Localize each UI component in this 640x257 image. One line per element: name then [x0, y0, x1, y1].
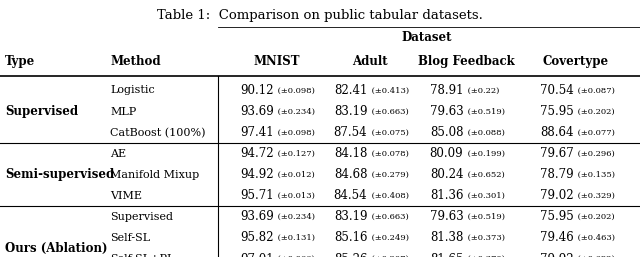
Text: (±0.127): (±0.127)	[275, 150, 315, 158]
Text: 79.63: 79.63	[429, 210, 463, 223]
Text: Ours (Ablation): Ours (Ablation)	[5, 242, 108, 255]
Text: (±0.234): (±0.234)	[275, 107, 315, 116]
Text: (±0.202): (±0.202)	[575, 107, 614, 116]
Text: 85.26: 85.26	[334, 253, 367, 257]
Text: (±0.652): (±0.652)	[465, 171, 504, 179]
Text: Dataset: Dataset	[401, 31, 451, 44]
Text: Semi-supervised: Semi-supervised	[5, 168, 115, 181]
Text: Self-SL: Self-SL	[110, 233, 150, 243]
Text: CatBoost (100%): CatBoost (100%)	[110, 127, 205, 138]
Text: (±0.373): (±0.373)	[465, 234, 504, 242]
Text: Method: Method	[110, 55, 161, 68]
Text: (±0.682): (±0.682)	[575, 255, 614, 257]
Text: Manifold Mixup: Manifold Mixup	[110, 170, 199, 180]
Text: (±0.087): (±0.087)	[575, 86, 614, 95]
Text: 81.38: 81.38	[430, 232, 463, 244]
Text: 83.19: 83.19	[334, 105, 367, 118]
Text: 88.64: 88.64	[540, 126, 573, 139]
Text: (±0.131): (±0.131)	[275, 234, 315, 242]
Text: 97.01: 97.01	[240, 253, 274, 257]
Text: 70.54: 70.54	[540, 84, 573, 97]
Text: Covertype: Covertype	[543, 55, 609, 68]
Text: 93.69: 93.69	[240, 105, 274, 118]
Text: (±0.013): (±0.013)	[275, 192, 315, 200]
Text: (±0.012): (±0.012)	[275, 171, 315, 179]
Text: (±0.088): (±0.088)	[465, 128, 504, 137]
Text: (±0.234): (±0.234)	[275, 213, 315, 221]
Text: (±0.370): (±0.370)	[465, 255, 504, 257]
Text: Supervised: Supervised	[5, 105, 78, 118]
Text: 79.63: 79.63	[429, 105, 463, 118]
Text: 93.69: 93.69	[240, 210, 274, 223]
Text: (±0.329): (±0.329)	[575, 192, 614, 200]
Text: 82.41: 82.41	[334, 84, 367, 97]
Text: Adult: Adult	[352, 55, 388, 68]
Text: 84.18: 84.18	[334, 147, 367, 160]
Text: 84.54: 84.54	[333, 189, 367, 202]
Text: (±0.066): (±0.066)	[275, 255, 315, 257]
Text: 79.46: 79.46	[540, 232, 573, 244]
Text: 83.19: 83.19	[334, 210, 367, 223]
Text: MNIST: MNIST	[253, 55, 300, 68]
Text: Supervised: Supervised	[110, 212, 173, 222]
Text: (±0.199): (±0.199)	[465, 150, 504, 158]
Text: 79.67: 79.67	[540, 147, 573, 160]
Text: (±0.296): (±0.296)	[575, 150, 614, 158]
Text: AE: AE	[110, 149, 126, 159]
Text: (±0.519): (±0.519)	[465, 107, 504, 116]
Text: VIME: VIME	[110, 191, 142, 201]
Text: 75.95: 75.95	[540, 210, 573, 223]
Text: (±0.249): (±0.249)	[369, 234, 409, 242]
Text: Logistic: Logistic	[110, 86, 155, 95]
Text: 81.36: 81.36	[430, 189, 463, 202]
Text: Type: Type	[5, 55, 35, 68]
Text: 80.24: 80.24	[430, 168, 463, 181]
Text: (±0.207): (±0.207)	[369, 255, 408, 257]
Text: 95.71: 95.71	[240, 189, 274, 202]
Text: (±0.279): (±0.279)	[369, 171, 408, 179]
Text: (±0.098): (±0.098)	[275, 86, 315, 95]
Text: 95.82: 95.82	[241, 232, 274, 244]
Text: 80.09: 80.09	[429, 147, 463, 160]
Text: 94.72: 94.72	[240, 147, 274, 160]
Text: 84.68: 84.68	[334, 168, 367, 181]
Text: (±0.098): (±0.098)	[275, 128, 315, 137]
Text: 75.95: 75.95	[540, 105, 573, 118]
Text: (±0.135): (±0.135)	[575, 171, 615, 179]
Text: Blog Feedback: Blog Feedback	[417, 55, 515, 68]
Text: (±0.519): (±0.519)	[465, 213, 504, 221]
Text: (±0.077): (±0.077)	[575, 128, 614, 137]
Text: (±0.078): (±0.078)	[369, 150, 408, 158]
Text: (±0.202): (±0.202)	[575, 213, 614, 221]
Text: 85.16: 85.16	[334, 232, 367, 244]
Text: 90.12: 90.12	[241, 84, 274, 97]
Text: 79.92: 79.92	[540, 253, 573, 257]
Text: (±0.075): (±0.075)	[369, 128, 408, 137]
Text: (±0.663): (±0.663)	[369, 213, 408, 221]
Text: 85.08: 85.08	[430, 126, 463, 139]
Text: (±0.463): (±0.463)	[575, 234, 615, 242]
Text: 78.79: 78.79	[540, 168, 573, 181]
Text: (±0.301): (±0.301)	[465, 192, 504, 200]
Text: Self-SL+PL: Self-SL+PL	[110, 254, 175, 257]
Text: Table 1:  Comparison on public tabular datasets.: Table 1: Comparison on public tabular da…	[157, 9, 483, 22]
Text: (±0.22): (±0.22)	[465, 86, 499, 95]
Text: 78.91: 78.91	[430, 84, 463, 97]
Text: 94.92: 94.92	[240, 168, 274, 181]
Text: (±0.413): (±0.413)	[369, 86, 409, 95]
Text: MLP: MLP	[110, 107, 136, 116]
Text: 81.65: 81.65	[430, 253, 463, 257]
Text: 79.02: 79.02	[540, 189, 573, 202]
Text: (±0.408): (±0.408)	[369, 192, 409, 200]
Text: (±0.663): (±0.663)	[369, 107, 408, 116]
Text: 87.54: 87.54	[333, 126, 367, 139]
Text: 97.41: 97.41	[240, 126, 274, 139]
